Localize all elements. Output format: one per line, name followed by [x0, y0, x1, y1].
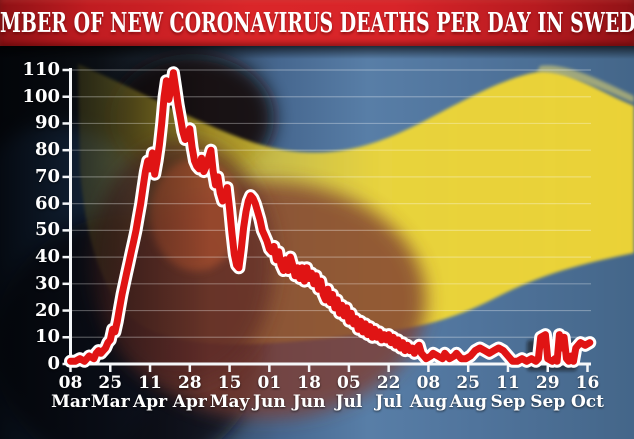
x-tick-month: Apr — [133, 392, 168, 412]
x-tick-day: 22 — [376, 373, 401, 393]
x-tick-day: 29 — [535, 373, 560, 393]
y-tick-label: 100 — [22, 85, 60, 107]
x-tick-label: 25 Mar — [86, 374, 134, 412]
x-tick-label: 28 Apr — [166, 374, 214, 412]
y-tick-label: 60 — [34, 192, 60, 214]
x-tick-day: 11 — [496, 373, 520, 393]
x-tick-label: 22 Jul — [365, 374, 413, 412]
x-tick-label: 11 Sep — [484, 374, 532, 412]
x-tick-label: 01 Jun — [245, 374, 293, 412]
x-tick-day: 25 — [98, 373, 123, 393]
x-tick-day: 08 — [58, 373, 83, 393]
x-tick-day: 01 — [257, 373, 282, 393]
x-tick-month: Mar — [90, 392, 130, 412]
x-tick-day: 08 — [416, 373, 441, 393]
titlebar-drop-shadow — [0, 46, 634, 59]
chart-title: NUMBER OF NEW CORONAVIRUS DEATHS PER DAY… — [0, 7, 634, 39]
x-tick-day: 11 — [138, 373, 162, 393]
x-tick-month: Jun — [292, 392, 326, 412]
y-tick-label: 20 — [34, 299, 60, 321]
y-tick-label: 70 — [34, 165, 60, 187]
deaths-line-outline — [64, 66, 597, 368]
x-tick-month: Apr — [172, 392, 207, 412]
x-tick-day: 28 — [177, 373, 202, 393]
x-tick-month: Sep — [490, 392, 526, 412]
flag-fold-highlight — [537, 65, 634, 103]
deaths-line — [67, 69, 594, 365]
x-tick-label: 18 Jun — [285, 374, 333, 412]
x-tick-month: Jun — [252, 392, 286, 412]
y-tick-label: 110 — [22, 59, 60, 80]
x-tick-label: 25 Aug — [444, 374, 492, 412]
y-tick-label: 90 — [34, 112, 60, 134]
x-tick-day: 15 — [217, 373, 242, 393]
x-tick-label: 08 Mar — [47, 374, 95, 412]
x-tick-month: Aug — [409, 392, 448, 412]
y-tick-label: 0 — [47, 353, 60, 374]
x-tick-day: 18 — [297, 373, 321, 393]
y-tick-label: 10 — [34, 326, 60, 348]
y-tick-label: 80 — [34, 139, 60, 161]
x-tick-month: Oct — [570, 392, 604, 412]
y-tick-label: 30 — [34, 272, 60, 294]
x-tick-label: 16 Oct — [564, 374, 612, 412]
x-tick-day: 25 — [456, 373, 481, 393]
x-tick-label: 11 Apr — [126, 374, 174, 412]
y-tick-label: 50 — [34, 219, 60, 241]
y-tick-label: 40 — [34, 246, 60, 268]
x-tick-month: Jul — [335, 392, 363, 412]
x-tick-month: Mar — [51, 392, 90, 412]
x-tick-label: 05 Jul — [325, 374, 373, 412]
title-bar: NUMBER OF NEW CORONAVIRUS DEATHS PER DAY… — [0, 0, 634, 46]
x-tick-day: 16 — [575, 373, 600, 393]
x-tick-month: May — [209, 392, 250, 412]
x-tick-label: 08 Aug — [404, 374, 452, 412]
x-tick-label: 29 Sep — [524, 374, 572, 412]
x-tick-month: Aug — [449, 392, 487, 412]
x-tick-month: Jul — [375, 392, 403, 412]
x-tick-label: 15 May — [206, 374, 254, 412]
x-tick-month: Sep — [530, 392, 566, 412]
x-tick-day: 05 — [337, 373, 361, 393]
